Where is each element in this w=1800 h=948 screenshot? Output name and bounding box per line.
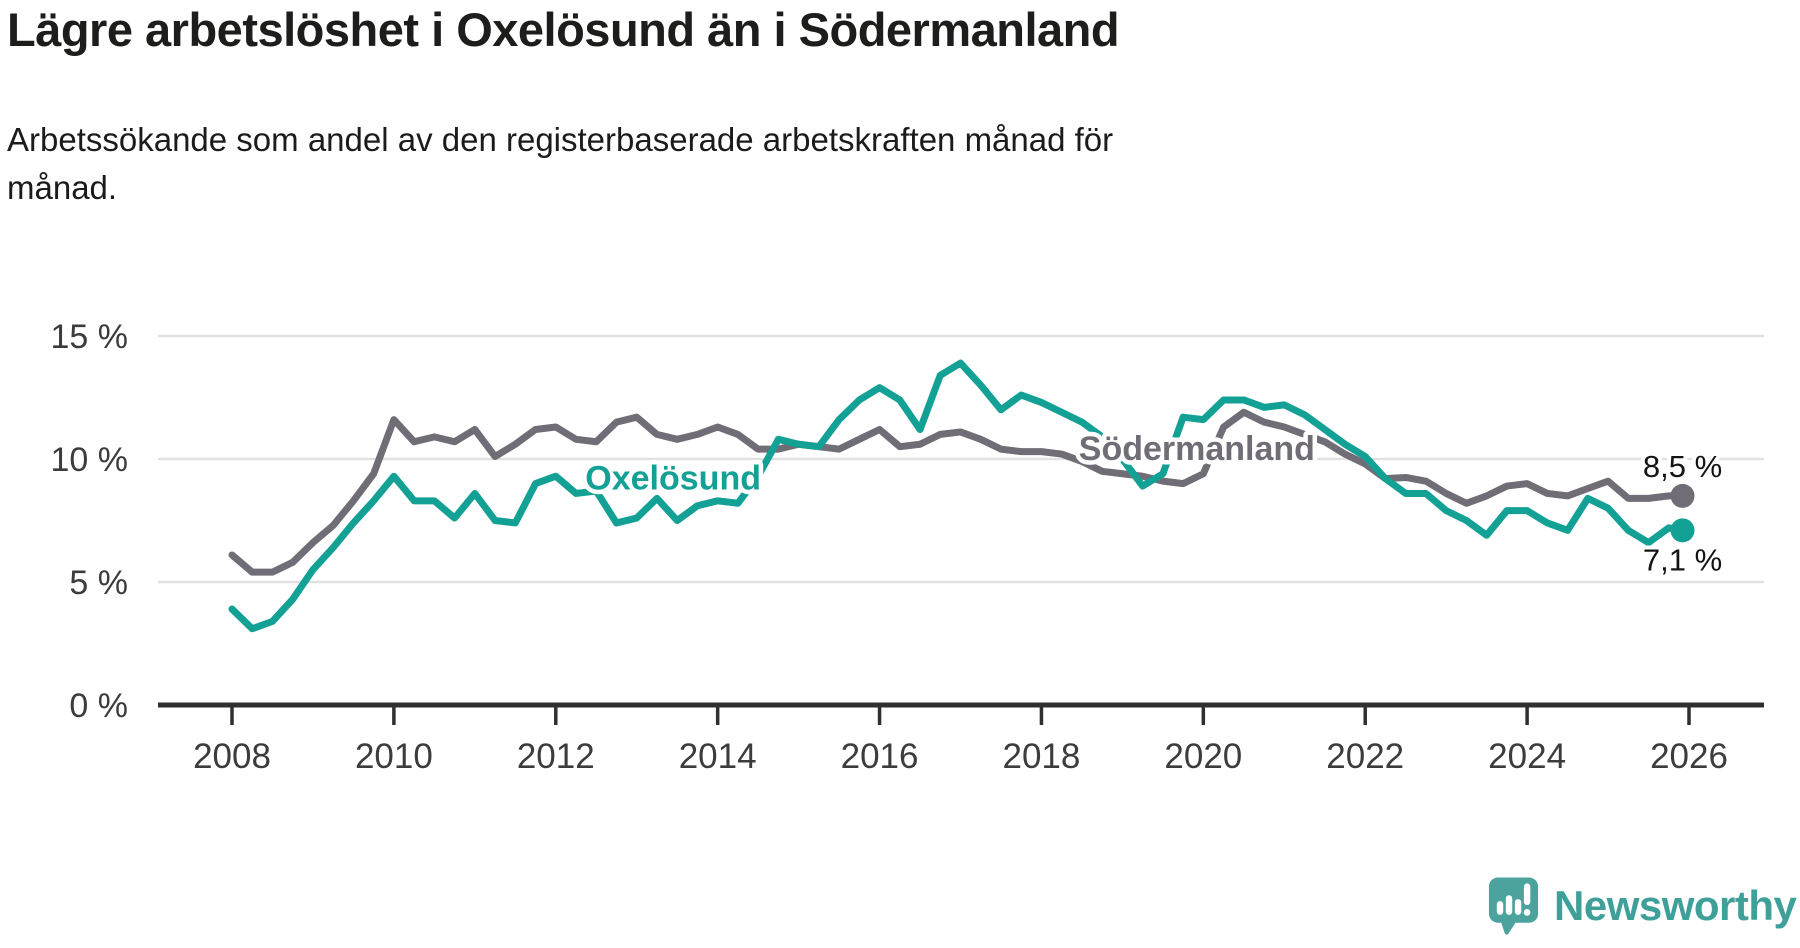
brand-logo: Newsworthy [1486, 874, 1797, 938]
series-label-södermanland: Södermanland [1079, 430, 1315, 468]
y-axis-label-15: 15 % [51, 318, 129, 356]
x-axis-label-2014: 2014 [679, 737, 757, 776]
x-axis-label-2024: 2024 [1488, 737, 1566, 776]
end-value-label-södermanland: 8,5 % [1643, 449, 1722, 484]
page-title: Lägre arbetslöshet i Oxelösund än i Söde… [7, 3, 1120, 56]
y-axis-label-0: 0 % [69, 687, 128, 725]
x-axis-label-2016: 2016 [841, 737, 919, 776]
x-axis-label-2012: 2012 [517, 737, 595, 776]
newsworthy-logo-icon [1488, 877, 1539, 935]
series-line-södermanland [228, 408, 1687, 576]
y-axis-label-10: 10 % [51, 441, 129, 479]
subtitle-line-2: månad. [7, 168, 118, 206]
x-axis-label-2020: 2020 [1164, 737, 1242, 776]
series-end-dot-södermanland [1670, 483, 1695, 508]
series-label-oxelösund: Oxelösund [585, 459, 761, 497]
x-axis-label-2026: 2026 [1650, 737, 1728, 776]
subtitle-line-1: Arbetssökande som andel av den registerb… [7, 121, 1114, 158]
end-value-label-oxelösund: 7,1 % [1643, 542, 1722, 577]
series-line-oxelösund [228, 359, 1687, 633]
x-axis-label-2022: 2022 [1326, 737, 1404, 776]
page-subtitle: Arbetssökande som andel av den registerb… [7, 116, 1113, 212]
x-axis-label-2008: 2008 [193, 737, 271, 776]
x-axis-label-2018: 2018 [1003, 737, 1081, 776]
y-axis-label-5: 5 % [69, 564, 128, 602]
x-axis-label-2010: 2010 [355, 737, 433, 776]
series-end-dot-oxelösund [1670, 518, 1695, 543]
brand-name: Newsworthy [1554, 882, 1797, 929]
